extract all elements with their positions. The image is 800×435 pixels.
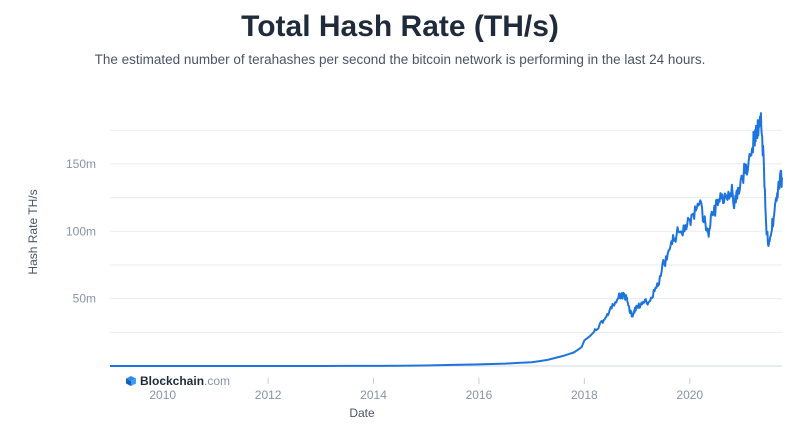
x-axis-title: Date — [349, 406, 375, 420]
brand-name: Blockchain — [140, 374, 205, 388]
x-tick-label: 2018 — [571, 388, 598, 402]
x-tick-label: 2010 — [149, 388, 176, 402]
y-axis-ticks: 50m 100m 150m — [66, 157, 96, 306]
blockchain-cube-icon — [126, 376, 136, 386]
y-tick-label: 150m — [66, 157, 96, 171]
x-tick-label: 2016 — [466, 388, 493, 402]
y-axis-title: Hash Rate TH/s — [26, 189, 40, 274]
hash-rate-line — [110, 112, 783, 367]
gridlines — [110, 129, 782, 367]
brand-suffix: .com — [204, 374, 231, 388]
x-tick-label: 2020 — [676, 388, 703, 402]
x-tick-label: 2012 — [255, 388, 282, 402]
y-tick-label: 100m — [66, 224, 96, 238]
x-tick-label: 2014 — [360, 388, 387, 402]
chart-subtitle: The estimated number of terahashes per s… — [94, 52, 706, 67]
chart-title: Total Hash Rate (TH/s) — [241, 10, 559, 43]
x-axis-ticks: 2010 2012 2014 2016 2018 2020 — [149, 378, 703, 402]
brand-watermark: Blockchain .com — [126, 374, 230, 388]
y-tick-label: 50m — [73, 292, 96, 306]
